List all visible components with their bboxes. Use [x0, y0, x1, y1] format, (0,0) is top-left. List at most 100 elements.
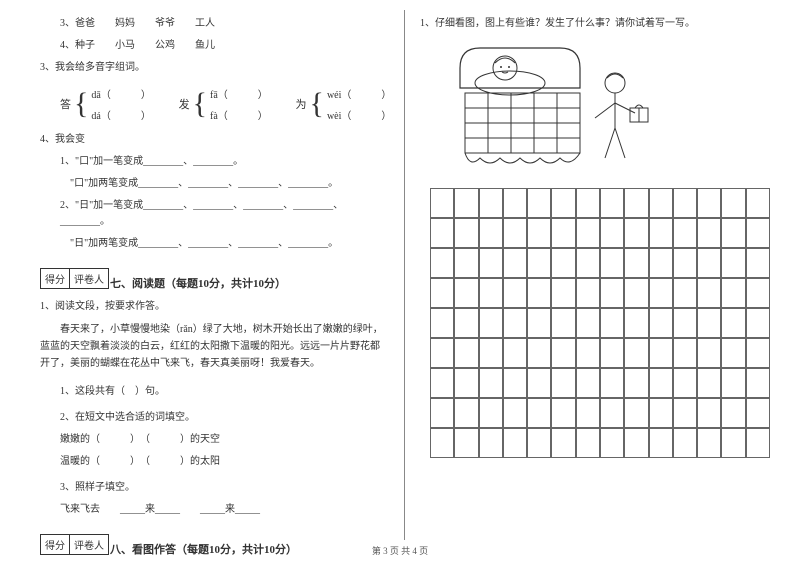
reading-q3a: 飞来飞去 _____来_____ _____来_____: [40, 502, 389, 518]
reading-q1: 1、这段共有（ ）句。: [40, 384, 389, 400]
grid-cell: [479, 248, 503, 278]
bracket-group: 为 { wéi（ ） wèi（ ）: [296, 86, 389, 122]
pinyin-bot: dá（ ）: [91, 107, 148, 122]
grid-cell: [479, 428, 503, 458]
grid-cell: [649, 428, 673, 458]
grid-cell: [697, 398, 721, 428]
grid-cell: [721, 368, 745, 398]
grid-cell: [527, 248, 551, 278]
bracket-group: 发 { fā（ ） fà（ ）: [179, 86, 266, 122]
bracket-group: 答 { dā（ ） dá（ ）: [60, 86, 149, 122]
grid-cell: [697, 188, 721, 218]
grid-cell: [430, 338, 454, 368]
grid-cell: [673, 338, 697, 368]
grid-cell: [454, 398, 478, 428]
grid-cell: [430, 248, 454, 278]
grid-cell: [649, 218, 673, 248]
polyphone-title: 3、我会给多音字组词。: [40, 60, 389, 76]
grid-cell: [503, 368, 527, 398]
grid-cell: [503, 428, 527, 458]
grid-cell: [624, 218, 648, 248]
grid-cell: [746, 368, 770, 398]
pinyin-top: wéi（ ）: [327, 86, 389, 101]
grid-cell: [624, 278, 648, 308]
grid-cell: [649, 308, 673, 338]
grid-cell: [479, 368, 503, 398]
grid-cell: [430, 308, 454, 338]
brace-icon: {: [74, 89, 88, 119]
left-column: 3、爸爸 妈妈 爷爷 工人 4、种子 小马 公鸡 鱼儿 3、我会给多音字组词。 …: [30, 10, 399, 540]
bracket-row: 答 { dā（ ） dá（ ） 发 { fā（ ） fà（ ） 为 {: [60, 86, 389, 122]
grid-cell: [576, 248, 600, 278]
grid-cell: [697, 278, 721, 308]
grid-cell: [649, 338, 673, 368]
grid-cell: [624, 188, 648, 218]
right-column: 1、仔细看图，图上有些谁？发生了什么事？请你试着写一写。: [410, 10, 780, 540]
grid-cell: [649, 368, 673, 398]
change-title: 4、我会变: [40, 132, 389, 148]
grid-cell: [721, 338, 745, 368]
grid-cell: [649, 278, 673, 308]
grid-cell: [551, 338, 575, 368]
grid-cell: [503, 188, 527, 218]
grid-cell: [721, 278, 745, 308]
grid-cell: [600, 368, 624, 398]
grid-cell: [527, 188, 551, 218]
grid-cell: [721, 398, 745, 428]
grid-cell: [673, 278, 697, 308]
grid-cell: [697, 308, 721, 338]
grid-cell: [454, 188, 478, 218]
grid-cell: [551, 188, 575, 218]
grid-cell: [576, 188, 600, 218]
score-box: 得分 评卷人: [40, 534, 109, 555]
grid-cell: [430, 428, 454, 458]
grid-cell: [697, 368, 721, 398]
grid-cell: [600, 338, 624, 368]
grid-cell: [576, 398, 600, 428]
grid-cell: [624, 368, 648, 398]
bracket-char: 答: [60, 96, 71, 112]
grid-cell: [503, 338, 527, 368]
grid-cell: [551, 368, 575, 398]
grid-cell: [576, 308, 600, 338]
pinyin-top: fā（ ）: [210, 86, 266, 101]
grid-cell: [527, 218, 551, 248]
grid-cell: [649, 398, 673, 428]
change-line: "口"加两笔变成________、________、________、_____…: [40, 176, 389, 192]
grid-cell: [721, 428, 745, 458]
pinyin-bot: wèi（ ）: [327, 107, 389, 122]
grid-cell: [454, 368, 478, 398]
grid-cell: [503, 398, 527, 428]
grid-cell: [746, 278, 770, 308]
grid-cell: [746, 188, 770, 218]
grid-cell: [430, 188, 454, 218]
change-line: "日"加两笔变成________、________、________、_____…: [40, 236, 389, 252]
score-label: 得分: [41, 269, 70, 288]
writing-grid: [430, 188, 770, 458]
grid-cell: [697, 428, 721, 458]
grid-cell: [527, 368, 551, 398]
grid-cell: [551, 428, 575, 458]
grid-cell: [600, 308, 624, 338]
grid-cell: [649, 248, 673, 278]
q3-text: 3、爸爸 妈妈 爷爷 工人: [40, 16, 389, 32]
grid-cell: [454, 278, 478, 308]
pinyin-top: dā（ ）: [91, 86, 148, 101]
bracket-char: 发: [179, 96, 190, 112]
grid-cell: [624, 398, 648, 428]
passage-text: 春天来了，小草慢慢地染（rǎn）绿了大地，树木开始长出了嫩嫩的绿叶，蓝蓝的天空飘…: [40, 321, 389, 372]
grid-cell: [479, 308, 503, 338]
grid-cell: [454, 338, 478, 368]
grid-cell: [551, 308, 575, 338]
grid-cell: [527, 428, 551, 458]
grid-cell: [600, 428, 624, 458]
grid-cell: [746, 398, 770, 428]
grid-cell: [430, 398, 454, 428]
grid-cell: [576, 338, 600, 368]
change-line: 2、"日"加一笔变成________、________、________、___…: [40, 198, 389, 230]
grid-cell: [746, 338, 770, 368]
pinyin-bot: fà（ ）: [210, 107, 266, 122]
grid-cell: [503, 278, 527, 308]
grid-cell: [721, 308, 745, 338]
grid-cell: [454, 218, 478, 248]
